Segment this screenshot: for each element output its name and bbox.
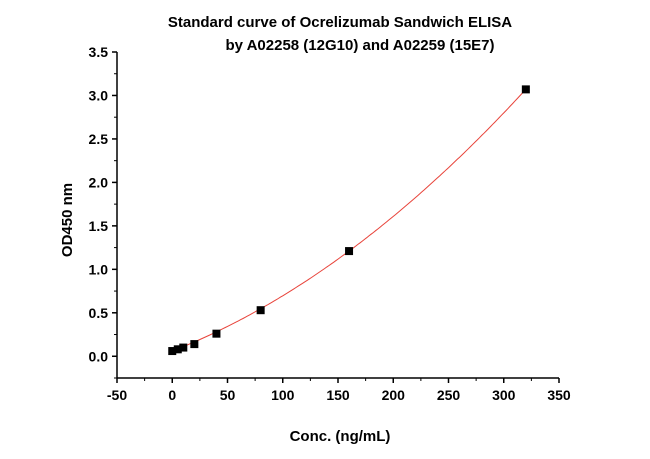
x-tick-label: 200 [382, 387, 406, 403]
x-tick-label: 50 [220, 387, 236, 403]
y-tick-label: 2.5 [89, 131, 109, 147]
x-axis-label: Conc. (ng/mL) [290, 428, 391, 445]
fit-curve [172, 88, 527, 352]
chart-subtitle: by A02258 (12G10) and A02259 (15E7) [225, 37, 494, 54]
x-tick-label: 350 [547, 387, 571, 403]
x-tick-label: 0 [168, 387, 176, 403]
y-axis-label: OD450 nm [59, 183, 76, 257]
x-tick-label: 300 [492, 387, 516, 403]
y-tick-label: 1.5 [89, 218, 109, 234]
data-point [521, 85, 530, 94]
x-tick-label: 100 [271, 387, 295, 403]
x-tick-label: -50 [107, 387, 127, 403]
chart-title: Standard curve of Ocrelizumab Sandwich E… [168, 14, 512, 31]
y-tick-label: 2.0 [89, 174, 109, 190]
x-tick-label: 150 [326, 387, 350, 403]
data-point [168, 347, 177, 356]
data-point [212, 329, 221, 338]
data-point [256, 306, 265, 315]
y-tick-label: 1.0 [89, 261, 109, 277]
y-tick-label: 3.0 [89, 87, 109, 103]
y-tick-label: 3.5 [89, 44, 109, 60]
y-tick-label: 0.0 [89, 348, 109, 364]
data-point [190, 340, 199, 349]
y-tick-label: 0.5 [89, 305, 109, 321]
data-point [345, 247, 354, 256]
data-point [173, 345, 182, 354]
data-point [179, 343, 188, 352]
x-tick-label: 250 [437, 387, 461, 403]
